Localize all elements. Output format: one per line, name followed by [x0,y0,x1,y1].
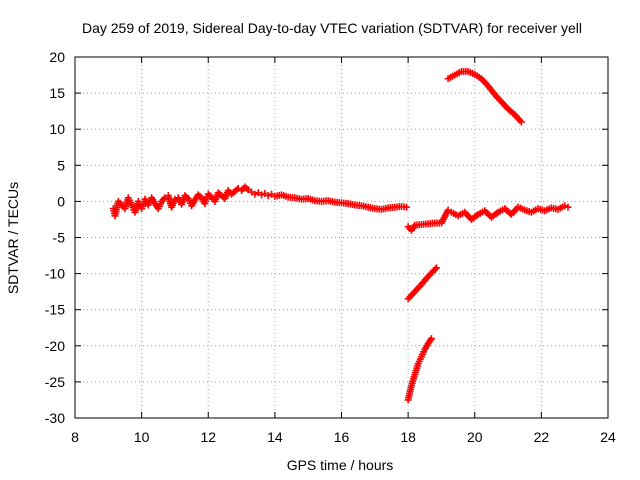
x-tick-label: 12 [200,429,216,445]
y-tick-label: -30 [45,410,65,426]
data-point [431,265,439,273]
data-point [517,118,525,126]
data-points [109,67,572,404]
x-ticks: 8 10 12 14 16 18 20 22 24 [71,57,616,445]
x-axis-label: GPS time / hours [287,457,394,473]
grid [75,57,608,418]
x-tick-label: 14 [267,429,283,445]
chart-title: Day 259 of 2019, Sidereal Day-to-day VTE… [82,20,582,36]
x-tick-label: 8 [71,429,79,445]
y-axis-label: SDTVAR / TECUs [5,182,21,294]
y-tick-label: 10 [49,121,65,137]
x-tick-label: 10 [134,429,150,445]
x-tick-label: 16 [334,429,350,445]
data-point [564,203,572,211]
y-tick-label: 5 [57,157,65,173]
data-point [561,202,569,210]
data-point [402,203,410,211]
y-tick-label: 15 [49,85,65,101]
y-tick-label: -15 [45,302,65,318]
y-tick-label: 0 [57,193,65,209]
y-tick-label: -25 [45,374,65,390]
y-tick-label: -10 [45,266,65,282]
data-point [251,190,259,198]
x-tick-label: 18 [400,429,416,445]
y-tick-label: -5 [53,230,66,246]
data-point [258,191,266,199]
data-point [427,335,435,343]
x-tick-label: 22 [534,429,550,445]
x-tick-label: 20 [467,429,483,445]
data-point [432,264,440,272]
y-tick-label: 20 [49,49,65,65]
data-point [264,192,272,200]
x-tick-label: 24 [600,429,616,445]
y-tick-label: -20 [45,338,65,354]
y-ticks: -30 -25 -20 -15 -10 -5 0 5 10 15 20 [45,49,608,426]
